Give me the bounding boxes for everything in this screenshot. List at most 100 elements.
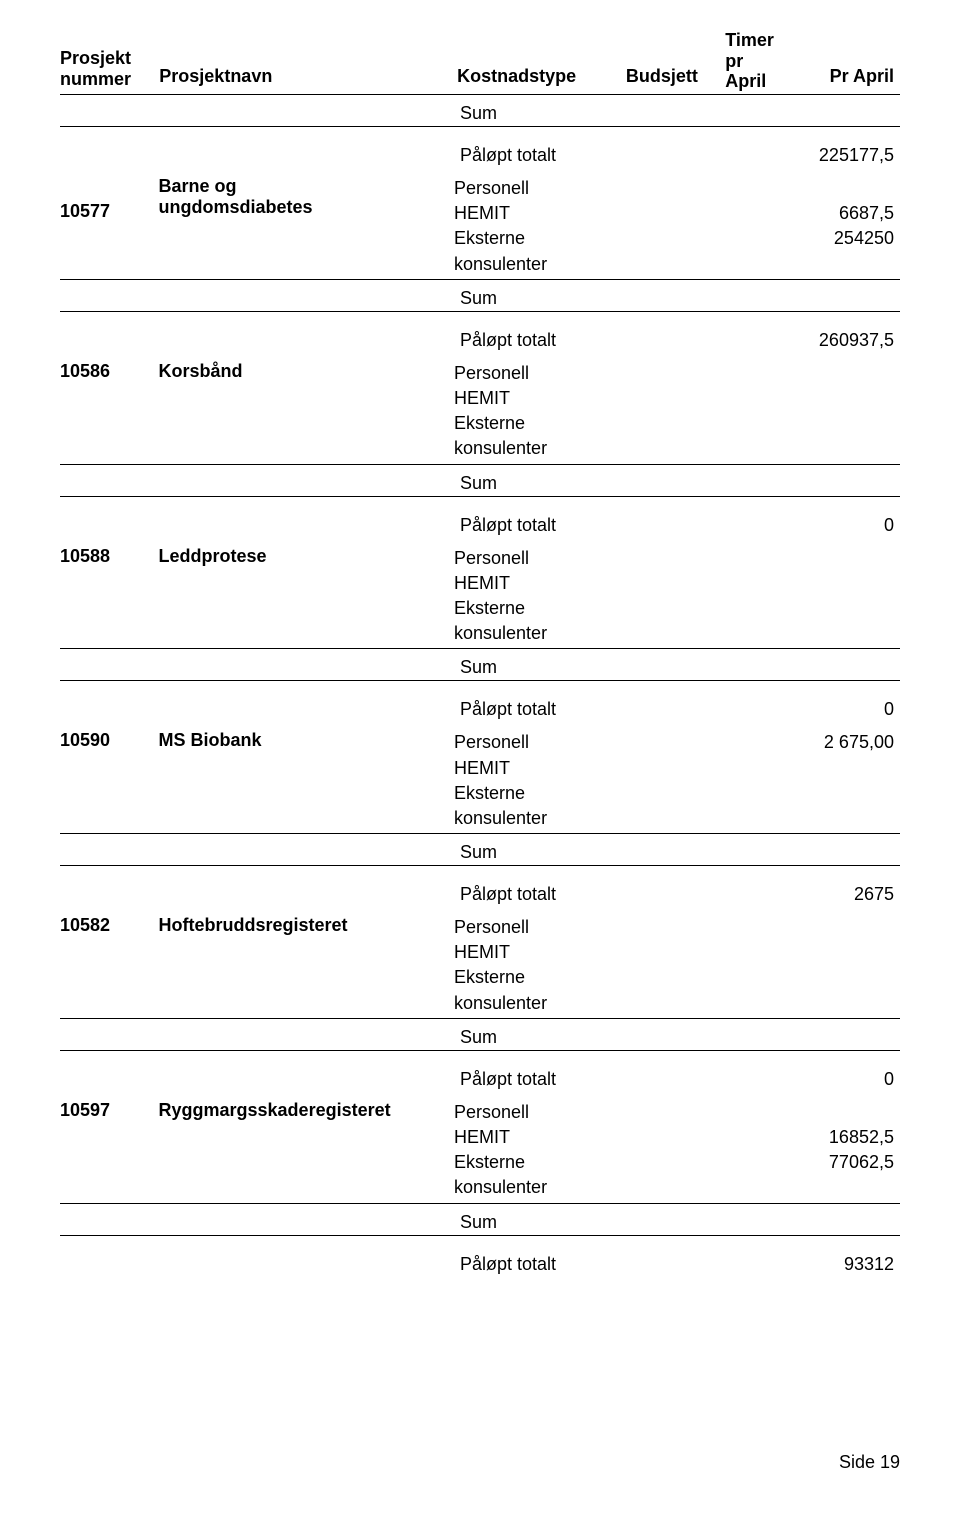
project-name: Leddprotese — [159, 546, 455, 647]
hemit-line-label: HEMIT — [454, 940, 624, 965]
eksterne-line-value — [794, 965, 900, 1015]
timer-cell — [724, 1150, 794, 1200]
hemit-line-label: HEMIT — [454, 386, 624, 411]
personell-line-value — [794, 176, 900, 201]
header-pr-april: Pr April — [795, 30, 900, 92]
palopt-value: 0 — [795, 515, 900, 536]
timer-cell — [724, 411, 794, 461]
header-budsjett: Budsjett — [626, 30, 725, 92]
page: Prosjekt nummer Prosjektnavn Kostnadstyp… — [0, 0, 960, 1513]
sum-label: Sum — [460, 288, 900, 309]
hemit-line: HEMIT16852,5 — [454, 1125, 900, 1150]
eksterne-line-value: 254250 — [794, 226, 900, 276]
timer-cell — [724, 756, 794, 781]
hemit-line-value: 16852,5 — [794, 1125, 900, 1150]
project-name: Korsbånd — [159, 361, 455, 462]
personell-line-label: Personell — [454, 915, 624, 940]
personell-line-value — [794, 915, 900, 940]
eksterne-line-value — [794, 596, 900, 646]
budget-cell — [624, 201, 724, 226]
project-number: 10588 — [60, 546, 159, 647]
budget-cell — [624, 411, 724, 461]
budget-cell — [624, 226, 724, 276]
timer-cell — [724, 915, 794, 940]
timer-cell — [724, 965, 794, 1015]
eksterne-line-label: Eksterne konsulenter — [454, 965, 624, 1015]
eksterne-line: Eksterne konsulenter — [454, 965, 900, 1015]
eksterne-line: Eksterne konsulenter77062,5 — [454, 1150, 900, 1200]
personell-line: Personell — [454, 546, 900, 571]
timer-cell — [724, 546, 794, 571]
cost-lines: PersonellHEMIT16852,5Eksterne konsulente… — [454, 1100, 900, 1201]
eksterne-line-value — [794, 411, 900, 461]
personell-line: Personell — [454, 1100, 900, 1125]
personell-line-value — [794, 361, 900, 386]
eksterne-line-label: Eksterne konsulenter — [454, 226, 624, 276]
personell-line-label: Personell — [454, 546, 624, 571]
sum-label: Sum — [460, 657, 900, 678]
timer-cell — [724, 596, 794, 646]
eksterne-line: Eksterne konsulenter — [454, 596, 900, 646]
hemit-line-label: HEMIT — [454, 571, 624, 596]
cost-lines: PersonellHEMIT6687,5Eksterne konsulenter… — [454, 176, 900, 277]
sum-block: Sum Påløpt totalt2675 — [60, 834, 900, 905]
budget-cell — [624, 940, 724, 965]
hemit-line-label: HEMIT — [454, 201, 624, 226]
project-row: 10582HoftebruddsregisteretPersonellHEMIT… — [60, 905, 900, 1016]
projects-container: 10577Barne og ungdomsdiabetesPersonellHE… — [60, 166, 900, 1275]
palopt-value: 225177,5 — [795, 145, 900, 166]
eksterne-line: Eksterne konsulenter — [454, 411, 900, 461]
personell-line-value — [794, 546, 900, 571]
palopt-row: Påløpt totalt260937,5 — [460, 312, 900, 351]
project-row: 10590MS BiobankPersonell2 675,00HEMITEks… — [60, 720, 900, 831]
personell-line-label: Personell — [454, 1100, 624, 1125]
palopt-label: Påløpt totalt — [460, 1069, 795, 1090]
palopt-value: 93312 — [795, 1254, 900, 1275]
palopt-row: Påløpt totalt93312 — [460, 1236, 900, 1275]
header-timer: Timer pr April — [725, 30, 795, 92]
cost-lines: Personell2 675,00HEMITEksterne konsulent… — [454, 730, 900, 831]
eksterne-line: Eksterne konsulenter — [454, 781, 900, 831]
budget-cell — [624, 546, 724, 571]
eksterne-line-label: Eksterne konsulenter — [454, 596, 624, 646]
palopt-label: Påløpt totalt — [460, 145, 795, 166]
budget-cell — [624, 730, 724, 755]
palopt-label: Påløpt totalt — [460, 1254, 795, 1275]
budget-cell — [624, 1100, 724, 1125]
timer-cell — [724, 361, 794, 386]
project-name: MS Biobank — [159, 730, 455, 831]
personell-line-label: Personell — [454, 730, 624, 755]
palopt-row: Påløpt totalt0 — [460, 1051, 900, 1090]
project-number: 10577 — [60, 176, 159, 277]
eksterne-line-label: Eksterne konsulenter — [454, 781, 624, 831]
project-row: 10586KorsbåndPersonellHEMITEksterne kons… — [60, 351, 900, 462]
palopt-row: Påløpt totalt 225177,5 — [460, 127, 900, 166]
palopt-value: 260937,5 — [795, 330, 900, 351]
sum-block: SumPåløpt totalt0 — [60, 649, 900, 720]
sum-block: Sum Påløpt totalt260937,5 — [60, 280, 900, 351]
palopt-row: Påløpt totalt0 — [460, 497, 900, 536]
hemit-line-value — [794, 940, 900, 965]
timer-cell — [724, 201, 794, 226]
hemit-line: HEMIT6687,5 — [454, 201, 900, 226]
budget-cell — [624, 176, 724, 201]
palopt-label: Påløpt totalt — [460, 515, 795, 536]
hemit-line: HEMIT — [454, 571, 900, 596]
sum-block: SumPåløpt totalt0 — [60, 465, 900, 536]
page-footer: Side 19 — [839, 1452, 900, 1473]
palopt-row: Påløpt totalt2675 — [460, 866, 900, 905]
budget-cell — [624, 571, 724, 596]
project-row: 10597RyggmargsskaderegisteretPersonellHE… — [60, 1090, 900, 1201]
budget-cell — [624, 965, 724, 1015]
personell-line: Personell — [454, 915, 900, 940]
sum-label: Sum — [460, 842, 900, 863]
eksterne-line: Eksterne konsulenter 254250 — [454, 226, 900, 276]
table-header: Prosjekt nummer Prosjektnavn Kostnadstyp… — [60, 30, 900, 95]
personell-line-label: Personell — [454, 361, 624, 386]
personell-line: Personell2 675,00 — [454, 730, 900, 755]
budget-cell — [624, 915, 724, 940]
project-row: 10588LeddprotesePersonellHEMITEksterne k… — [60, 536, 900, 647]
hemit-line: HEMIT — [454, 756, 900, 781]
project-name: Hoftebruddsregisteret — [159, 915, 455, 1016]
personell-line: Personell — [454, 361, 900, 386]
